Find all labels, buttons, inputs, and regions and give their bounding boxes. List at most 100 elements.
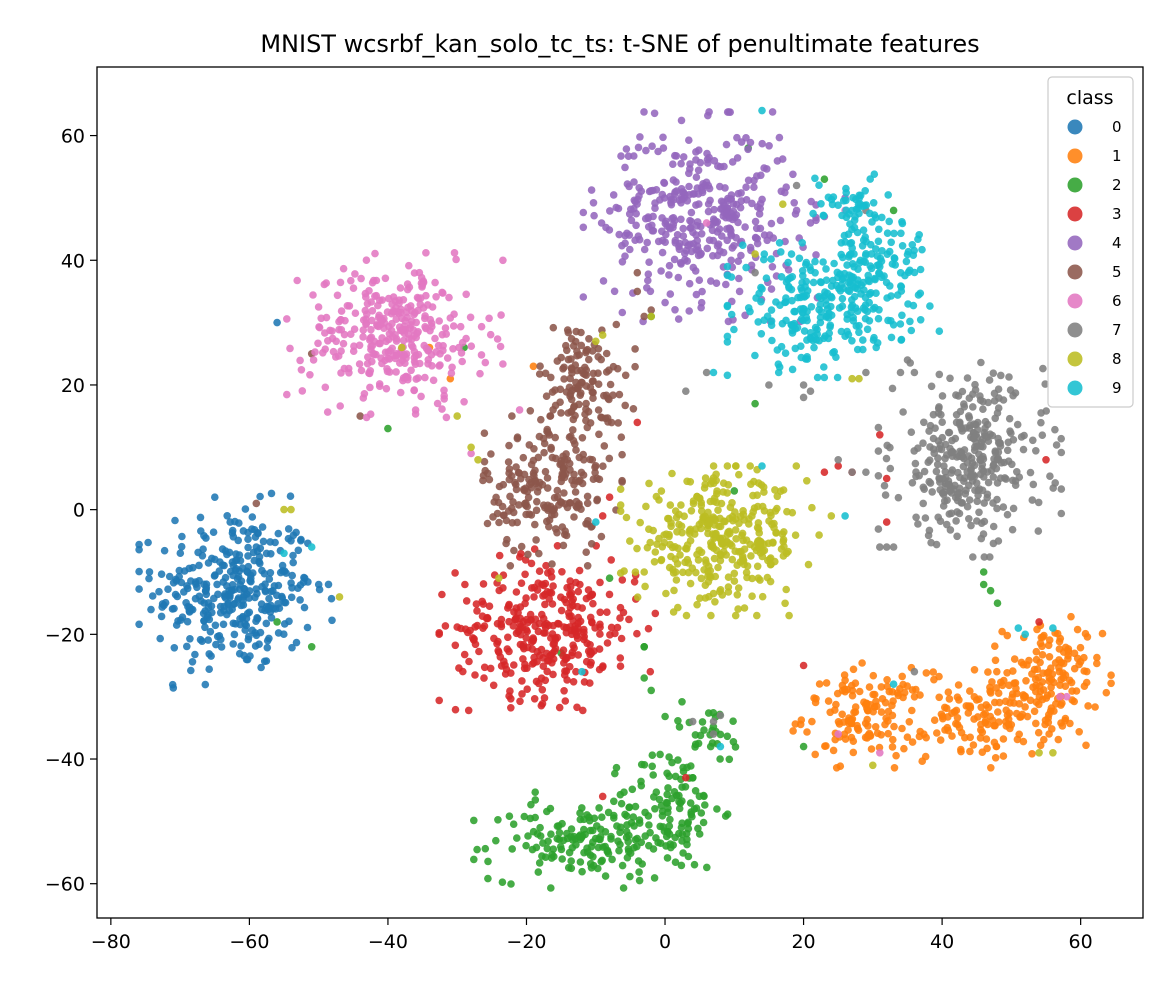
point-class-8 (692, 568, 700, 577)
point-class-8 (658, 543, 667, 551)
point-class-9 (788, 365, 797, 374)
point-class-9 (887, 238, 895, 247)
point-class-8 (779, 552, 788, 560)
point-class-7 (709, 730, 718, 738)
point-class-1 (1107, 671, 1115, 679)
point-class-5 (520, 470, 529, 479)
point-class-8 (747, 552, 755, 560)
point-class-0 (158, 600, 167, 608)
point-class-6 (357, 274, 365, 283)
point-class-5 (544, 429, 553, 437)
point-class-5 (579, 369, 587, 378)
point-class-8 (719, 488, 727, 496)
point-class-0 (225, 548, 234, 557)
point-class-4 (726, 108, 734, 116)
point-class-8 (731, 508, 739, 516)
point-class-5 (480, 457, 489, 466)
point-class-5 (571, 476, 580, 485)
point-class-5 (579, 471, 588, 479)
point-class-7 (910, 667, 919, 676)
point-class-8 (687, 507, 696, 515)
point-class-7 (989, 522, 998, 531)
point-class-6 (422, 324, 430, 333)
point-class-8 (682, 611, 691, 620)
point-class-4 (716, 163, 725, 171)
point-class-8 (642, 502, 650, 511)
point-class-9 (896, 320, 905, 328)
point-class-1 (977, 726, 985, 734)
point-class-9 (865, 317, 874, 325)
point-class-9 (811, 174, 819, 183)
point-class-3 (572, 667, 580, 676)
point-class-6 (467, 449, 475, 458)
point-class-0 (201, 587, 210, 595)
point-class-4 (672, 152, 681, 160)
point-class-1 (1059, 674, 1068, 682)
point-class-1 (908, 738, 917, 746)
y-tick-label: 20 (61, 375, 85, 397)
point-class-7 (792, 181, 801, 190)
point-class-1 (855, 687, 864, 696)
point-class-2 (597, 857, 605, 866)
point-class-9 (802, 313, 811, 322)
legend-label-2: 2 (1112, 176, 1122, 194)
point-class-4 (704, 207, 713, 216)
point-class-5 (547, 443, 555, 452)
point-class-5 (546, 412, 555, 420)
point-class-4 (698, 188, 707, 197)
legend-label-9: 9 (1112, 379, 1122, 397)
point-class-9 (897, 336, 905, 344)
point-class-7 (1013, 420, 1022, 429)
point-class-6 (392, 368, 400, 376)
point-class-7 (953, 532, 961, 541)
point-class-1 (869, 707, 877, 716)
point-class-0 (265, 594, 273, 603)
point-class-1 (1009, 667, 1017, 675)
point-class-3 (558, 568, 566, 576)
point-class-2 (611, 769, 619, 778)
point-class-1 (849, 748, 858, 757)
point-class-8 (645, 525, 653, 533)
point-class-5 (602, 368, 611, 376)
point-class-7 (1008, 525, 1017, 534)
point-class-4 (685, 307, 693, 315)
point-class-4 (692, 173, 701, 181)
point-class-0 (227, 587, 236, 595)
plot-frame (96, 66, 1144, 919)
point-class-2 (625, 831, 633, 840)
point-class-5 (480, 429, 489, 438)
point-class-4 (697, 230, 706, 238)
point-class-8 (792, 462, 801, 470)
point-class-2 (610, 797, 618, 806)
point-class-4 (693, 242, 702, 250)
point-class-0 (210, 572, 219, 580)
point-class-8 (707, 611, 715, 620)
point-class-9 (897, 229, 905, 238)
point-class-9 (878, 213, 886, 222)
point-class-2 (725, 755, 734, 764)
point-class-6 (876, 749, 884, 757)
point-class-7 (943, 496, 951, 505)
point-class-8 (647, 312, 655, 321)
point-class-7 (969, 429, 978, 438)
point-class-9 (898, 218, 906, 226)
point-class-9 (767, 306, 776, 314)
point-class-3 (616, 662, 625, 670)
point-class-5 (526, 407, 535, 415)
point-class-9 (843, 310, 851, 319)
point-class-1 (863, 715, 871, 724)
point-class-2 (701, 801, 709, 809)
point-class-5 (539, 434, 548, 443)
point-class-2 (671, 858, 680, 866)
point-class-1 (1056, 634, 1065, 643)
point-class-9 (1049, 624, 1057, 632)
point-class-9 (832, 281, 841, 290)
point-class-4 (648, 142, 656, 150)
point-class-8 (657, 487, 666, 495)
point-class-2 (618, 861, 627, 870)
series-class-5 (252, 268, 655, 570)
point-class-0 (263, 643, 272, 652)
point-class-5 (531, 466, 539, 475)
point-class-4 (675, 245, 684, 254)
point-class-2 (620, 788, 628, 796)
